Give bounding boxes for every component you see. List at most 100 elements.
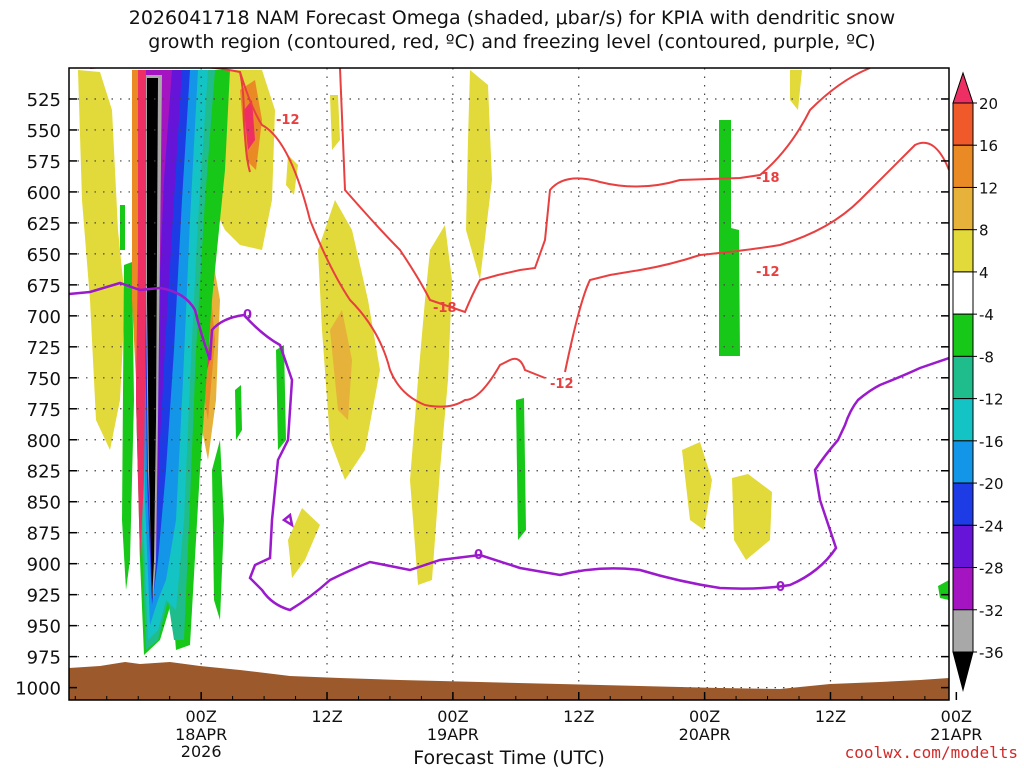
plot-frame <box>68 67 950 701</box>
x-tick-date: 20APR <box>679 725 731 744</box>
shade-yellow-small2 <box>682 442 712 530</box>
x-tick-label: 00Z <box>185 707 216 726</box>
y-tick-label: 525 <box>27 90 61 111</box>
colorbar-label: 8 <box>979 222 989 240</box>
red-label-4: -18 <box>756 171 780 186</box>
colorbar-label: 4 <box>979 264 989 282</box>
terrain-fill <box>69 662 949 700</box>
shade-yellow-top1 <box>466 70 492 280</box>
x-tick-label: 12Z <box>563 707 594 726</box>
title-line-1: 2026041718 NAM Forecast Omega (shaded, μ… <box>128 7 896 29</box>
y-tick-label: 850 <box>27 493 61 514</box>
contour-labels: -12 -18 -12 -18 -12 0 0 0 <box>243 113 785 595</box>
y-tick-label: 875 <box>27 524 61 545</box>
colorbar-label: -16 <box>979 433 1004 451</box>
red-label-2: -18 <box>433 301 457 316</box>
x-tick-year: 2026 <box>181 742 222 761</box>
y-tick-label: 575 <box>27 152 61 173</box>
shade-yellow-small3 <box>732 474 772 560</box>
colorbar-top-arrow <box>952 71 974 104</box>
y-tick-label: 950 <box>27 617 61 638</box>
colorbar-segment <box>952 482 974 526</box>
shade-green-small4 <box>516 398 526 540</box>
y-tick-label: 800 <box>27 431 61 452</box>
y-tick-label: 725 <box>27 338 61 359</box>
y-tick-label: 775 <box>27 400 61 421</box>
red-label-5: -12 <box>756 265 780 280</box>
red-contour-12-right <box>564 141 949 373</box>
colorbar-label: 16 <box>979 137 998 155</box>
colorbar-label: -32 <box>979 602 1004 620</box>
colorbar-segment <box>952 398 974 442</box>
colorbar-segment <box>952 144 974 188</box>
x-tick-label: 00Z <box>941 707 972 726</box>
shade-orange-mid <box>330 310 352 420</box>
y-tick-label: 550 <box>27 121 61 142</box>
core-black <box>147 78 158 600</box>
chart-title: 2026041718 NAM Forecast Omega (shaded, μ… <box>0 6 1024 54</box>
shade-yellow-small1 <box>288 508 320 578</box>
x-tick-label: 00Z <box>689 707 720 726</box>
y-tick-label: 1000 <box>15 679 61 700</box>
colorbar-segment <box>952 355 974 400</box>
purple-contour-small <box>281 512 294 528</box>
purple-label-3: 0 <box>776 580 785 595</box>
colorbar-segment <box>952 524 974 569</box>
colorbar-label: -24 <box>979 517 1004 535</box>
purple-label-2: 0 <box>474 548 483 563</box>
x-tick-date: 18APR <box>175 725 227 744</box>
freezing-level-contour <box>69 281 949 612</box>
red-contour-18 <box>339 68 871 314</box>
colorbar: 20 16 12 8 4 -4 -8 -12 -16 -20 -24 -28 -32 -36 <box>952 71 1004 692</box>
core-orange-edge <box>132 70 138 380</box>
y-tick-label: 900 <box>27 555 61 576</box>
colorbar-segment <box>952 229 974 273</box>
title-line-2: growth region (contoured, red, ºC) and f… <box>148 31 876 53</box>
x-tick-date: 21APR <box>930 725 982 744</box>
y-tick-label: 925 <box>27 586 61 607</box>
shade-yellow-top2 <box>330 95 340 150</box>
purple-contour-main <box>69 281 949 612</box>
colorbar-segment <box>952 271 974 315</box>
colorbar-label: 20 <box>979 95 998 113</box>
x-tick-label: 00Z <box>437 707 468 726</box>
colorbar-label: -28 <box>979 560 1004 578</box>
colorbar-label: 12 <box>979 179 998 197</box>
y-tick-label: 975 <box>27 648 61 669</box>
colorbar-segment <box>952 567 974 611</box>
red-contour-12-upper <box>90 68 546 408</box>
y-axis: 525 550 575 600 625 650 675 700 725 750 775 800 825 8… <box>15 90 949 700</box>
y-tick-label: 825 <box>27 462 61 483</box>
red-label-1: -12 <box>276 113 300 128</box>
colorbar-label: -4 <box>979 306 994 324</box>
colorbar-bottom-arrow <box>952 651 974 692</box>
x-axis-title: Forecast Time (UTC) <box>413 747 604 768</box>
colorbar-label: -8 <box>979 348 994 366</box>
omega-main-core <box>132 70 230 655</box>
colorbar-segment <box>952 440 974 484</box>
grid-lines <box>69 68 949 700</box>
x-tick-label: 12Z <box>311 707 342 726</box>
red-label-3: -12 <box>550 377 574 392</box>
colorbar-segment <box>952 102 974 146</box>
colorbar-label: -36 <box>979 644 1004 662</box>
purple-label-1: 0 <box>243 308 252 323</box>
colorbar-label: -20 <box>979 475 1004 493</box>
y-tick-label: 675 <box>27 276 61 297</box>
shade-green-left <box>122 262 134 590</box>
plot-area: -12 -18 -12 -18 -12 0 0 0 <box>68 67 950 701</box>
shade-yellow-small4 <box>790 70 802 110</box>
colorbar-segment <box>952 186 974 231</box>
y-tick-label: 700 <box>27 307 61 328</box>
shade-red-12z <box>244 100 255 150</box>
shade-green-small1 <box>235 385 242 440</box>
shade-yellow-early <box>78 70 125 450</box>
shade-yellow-small5 <box>286 155 298 195</box>
credit-text: coolwx.com/modelts <box>844 743 1018 762</box>
red-contour-12-top <box>239 71 251 173</box>
y-tick-label: 650 <box>27 245 61 266</box>
colorbar-segment <box>952 609 974 653</box>
colorbar-segment <box>952 313 974 357</box>
y-tick-label: 625 <box>27 214 61 235</box>
